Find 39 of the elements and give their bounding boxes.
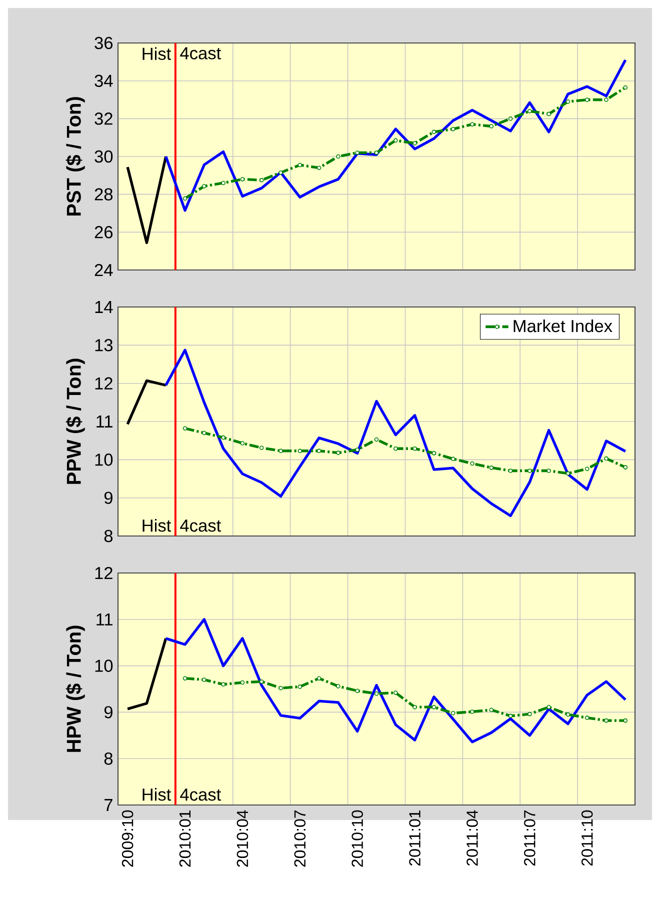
y-tick-label: 8 [104,752,113,765]
annotation: 4cast [180,788,221,801]
annotation: Hist [142,519,172,532]
y-tick-label: 7 [104,799,112,811]
y-tick-label: 10 [95,454,113,466]
y-tick-label: 32 [94,112,112,125]
y-tick-label: 13 [95,339,113,352]
y-axis-title: HPW ($ / Ton) [66,626,85,752]
y-tick-label: 24 [94,264,113,276]
x-tick-label: 2010:04 [236,810,248,867]
y-tick-label: 8 [104,530,113,542]
annotation: Hist [142,788,172,801]
x-tick-label: 2010:01 [179,810,191,867]
x-tick-label: 2010:10 [352,810,363,867]
x-tick-label: 2011:04 [466,810,478,866]
y-tick-label: 9 [104,492,112,504]
y-tick-label: 9 [104,706,112,718]
y-tick-label: 34 [94,74,113,87]
y-tick-label: 14 [95,301,113,313]
y-tick-label: 12 [95,377,112,390]
x-tick-label: 2009:10 [122,810,134,867]
y-tick-label: 11 [96,613,112,626]
y-tick-label: 10 [95,660,113,672]
y-tick-label: 28 [94,188,113,200]
x-tick-label: 2011:01 [409,810,420,866]
y-tick-label: 36 [94,36,113,50]
legend-label: Market Index [514,319,612,332]
annotation: Hist [142,47,172,60]
y-tick-label: 26 [94,226,113,238]
x-tick-label: 2011:10 [581,810,593,866]
x-tick-label: 2011:07 [524,810,536,866]
y-tick-label: 30 [94,150,113,163]
annotation: 4cast [180,520,221,532]
y-axis-title: PPW ($ / Ton) [66,358,85,484]
y-axis-title: PST ($ / Ton) [66,97,85,216]
x-tick-label: 2010:07 [294,810,306,867]
annotation: 4cast [180,47,221,60]
y-tick-label: 11 [96,416,112,428]
y-tick-label: 12 [95,566,112,580]
